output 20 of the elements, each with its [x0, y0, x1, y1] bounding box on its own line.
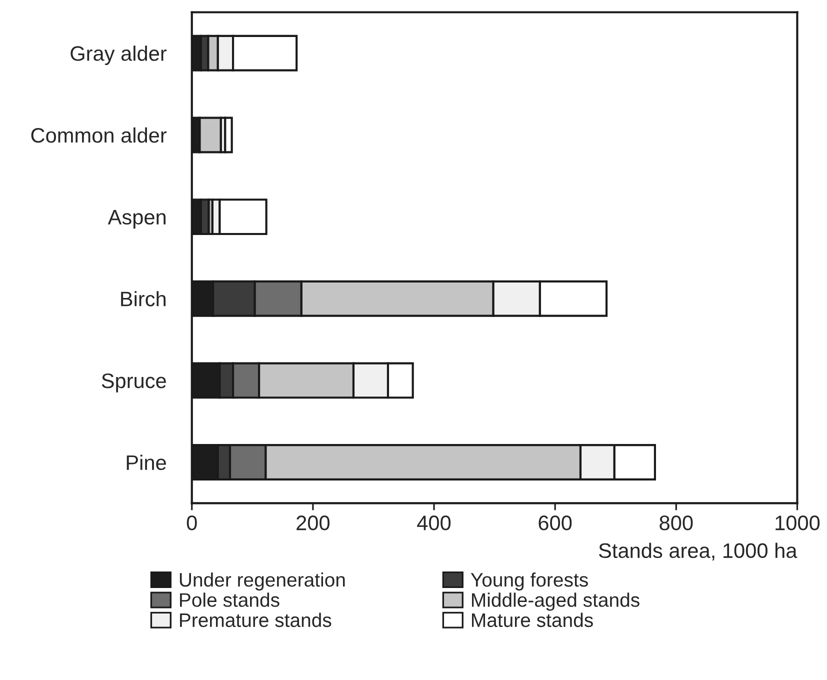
x-tick-label: 0: [186, 516, 197, 530]
legend-label: Pole stands: [180, 592, 280, 607]
legend-label: Middle-aged stands: [472, 592, 640, 611]
x-axis-title: Stands area, 1000 ha: [598, 542, 798, 561]
bar: [224, 116, 233, 154]
y-tick-label: Gray alder: [70, 46, 167, 66]
x-tick-label: 400: [417, 516, 451, 530]
x-tick-label: 600: [538, 516, 572, 530]
y-tick-label: Common alder: [31, 127, 167, 143]
x-tick-label: 1000: [776, 516, 820, 530]
x-tick-label: 200: [296, 516, 330, 530]
y-tick-label: Spruce: [102, 373, 166, 392]
legend-label: Premature stands: [180, 612, 332, 628]
y-tick-label: Birch: [121, 291, 166, 306]
y-tick-label: Aspen: [108, 210, 166, 229]
legend-label: Under regeneration: [180, 572, 345, 591]
legend-label: Mature stands: [472, 612, 593, 628]
y-tick-label: Pine: [126, 454, 166, 470]
x-tick-label: 800: [660, 516, 693, 530]
legend-label: Young forests: [470, 572, 588, 591]
